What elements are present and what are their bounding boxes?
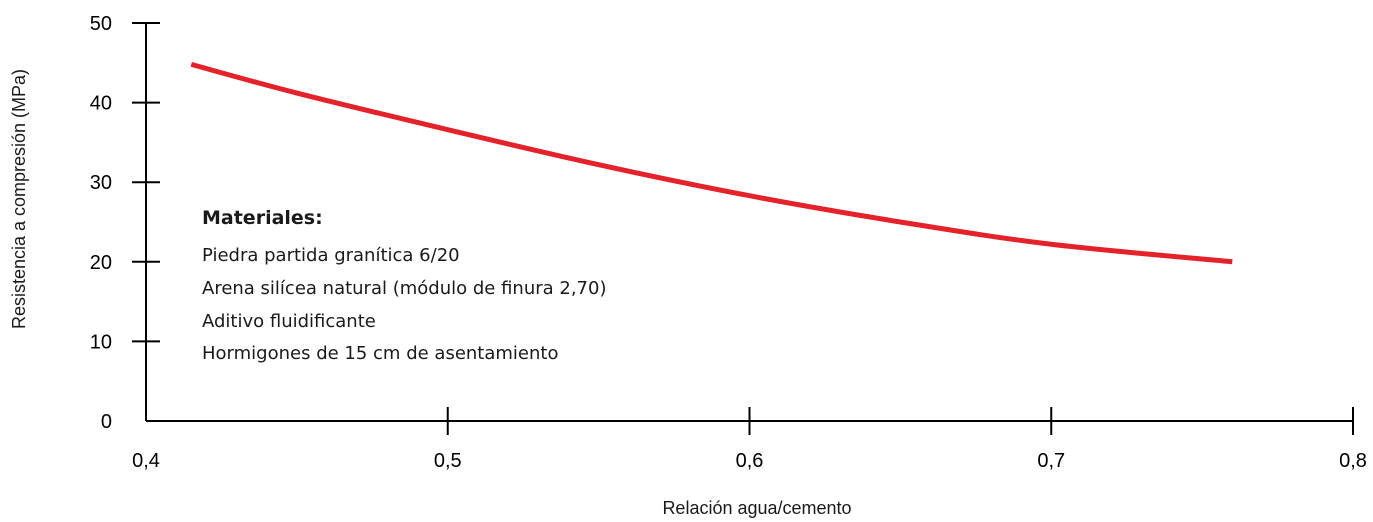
series-layer — [190, 61, 1233, 265]
x-tick-label: 0,7 — [1037, 450, 1065, 472]
annotation-line: Arena silícea natural (módulo de finura … — [202, 278, 606, 299]
y-tick-label: 40 — [90, 93, 112, 115]
x-ticks: 0,4 0,5 0,6 0,7 0,8 — [132, 407, 1367, 472]
annotation-line: Aditivo fluidificante — [202, 311, 376, 332]
x-tick-label: 0,8 — [1339, 450, 1367, 472]
x-axis-title: Relación agua/cemento — [662, 498, 851, 518]
x-tick-label: 0,4 — [132, 450, 160, 472]
series-line — [190, 61, 1233, 265]
annotation-line: Piedra partida granítica 6/20 — [202, 245, 460, 266]
y-tick-label: 50 — [90, 13, 112, 35]
y-tick-label: 10 — [90, 331, 112, 353]
materials-annotation: Materiales: Piedra partida granítica 6/2… — [202, 207, 606, 364]
x-tick-label: 0,5 — [434, 450, 462, 472]
y-tick-label: 30 — [90, 172, 112, 194]
annotation-line: Hormigones de 15 cm de asentamiento — [202, 343, 558, 364]
x-tick-label: 0,6 — [736, 450, 764, 472]
y-tick-label: 20 — [90, 252, 112, 274]
annotation-heading: Materiales: — [202, 207, 323, 229]
y-axis-title: Resistencia a compresión (MPa) — [9, 69, 29, 329]
y-tick-label: 0 — [101, 411, 112, 433]
y-ticks: 0 10 20 30 40 50 — [90, 13, 160, 433]
